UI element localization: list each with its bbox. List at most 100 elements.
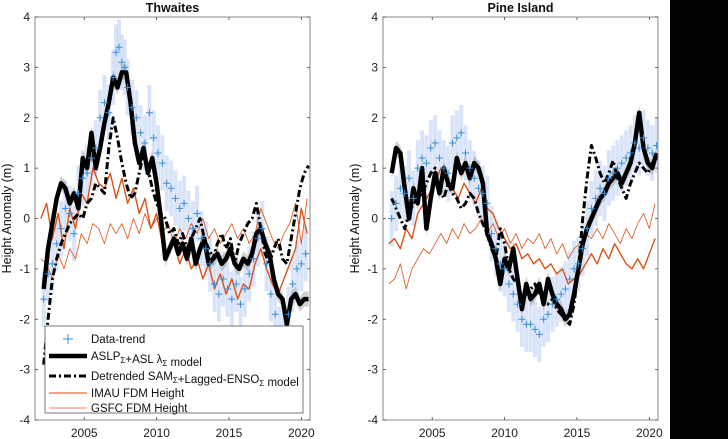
data-point: [583, 225, 591, 233]
data-point: [105, 109, 113, 117]
data-point: [475, 184, 483, 192]
plot-area: [40, 19, 310, 365]
data-point: [241, 285, 249, 293]
data-point: [74, 189, 82, 197]
data-point: [488, 230, 496, 238]
data-point: [202, 245, 210, 253]
legend-label: Detrended SAMΣ+Lagged-ENSOΣ model: [91, 371, 299, 389]
data-point: [596, 184, 604, 192]
data-point: [184, 215, 192, 222]
data-point: [79, 174, 87, 182]
data-point: [271, 310, 279, 318]
data-point: [210, 280, 218, 288]
x-tick-label: 2015: [564, 426, 591, 439]
series-line-detrended-sam-lagged-enso-model: [42, 116, 310, 365]
data-point: [96, 114, 104, 122]
legend-box: [44, 325, 304, 414]
data-point: [237, 300, 245, 308]
data-point: [422, 159, 430, 167]
data-point: [145, 109, 153, 117]
data-point: [193, 209, 201, 217]
data-point: [440, 164, 448, 172]
data-point: [462, 149, 469, 157]
y-tick-label: -2: [367, 312, 378, 326]
data-point: [479, 189, 487, 197]
data-point: [631, 139, 639, 147]
data-point: [618, 159, 626, 167]
data-point: [206, 260, 214, 268]
data-point: [100, 99, 108, 107]
data-point: [648, 149, 656, 157]
data-point: [587, 204, 595, 212]
data-point: [124, 84, 132, 92]
series-line-aslp-asl-model: [41, 70, 309, 327]
x-tick-label: 2020: [636, 426, 663, 439]
data-point: [83, 169, 91, 177]
data-point: [635, 144, 643, 152]
data-point: [427, 144, 435, 152]
data-point: [87, 154, 95, 162]
data-trend-markers: [388, 129, 658, 338]
data-point: [466, 164, 474, 172]
data-point: [548, 300, 556, 308]
y-tick-label: 3: [371, 60, 378, 74]
data-point: [544, 310, 552, 318]
data-point: [180, 199, 188, 207]
data-point: [224, 285, 231, 293]
y-tick-label: 0: [371, 212, 378, 226]
data-point: [228, 295, 236, 303]
data-point: [509, 290, 517, 298]
data-point: [496, 260, 504, 268]
data-point: [263, 260, 271, 268]
data-point: [531, 325, 539, 333]
data-point: [197, 235, 205, 243]
data-point: [644, 144, 652, 152]
data-point: [492, 245, 500, 253]
plot-area: [388, 105, 658, 363]
data-point: [396, 184, 404, 192]
data-point: [453, 134, 461, 142]
x-tick-label: 2010: [491, 426, 518, 439]
y-tick-label: -4: [367, 413, 378, 427]
subplot-title: Pine Island: [488, 1, 554, 15]
y-tick-label: 2: [371, 111, 378, 125]
data-point: [254, 235, 262, 243]
y-tick-label: 4: [371, 10, 378, 24]
data-point: [401, 189, 409, 197]
data-point: [592, 194, 600, 202]
data-point: [609, 169, 617, 177]
series-line-gsfc-fdm-height: [388, 203, 656, 290]
data-point: [540, 315, 548, 323]
data-point: [150, 134, 158, 142]
data-point: [267, 290, 275, 298]
data-point: [258, 225, 266, 233]
y-tick-label: 3: [23, 60, 30, 74]
data-point: [137, 129, 145, 137]
data-point: [297, 260, 305, 268]
data-point: [176, 204, 184, 212]
subplot-pine-island: -4 -3 -2 -1 0 1 2 3 4 2005 2010 2015 2020 Pine Island…: [348, 1, 663, 439]
data-point: [640, 134, 648, 142]
data-point: [414, 164, 422, 172]
data-point: [561, 285, 569, 293]
data-point: [167, 184, 175, 192]
data-point: [566, 275, 574, 283]
data-point: [293, 265, 301, 273]
data-point: [570, 265, 578, 273]
data-point: [388, 215, 396, 222]
y-tick-label: -4: [19, 413, 30, 427]
data-point: [392, 199, 400, 207]
data-point: [232, 280, 240, 288]
data-point: [109, 73, 117, 81]
data-point: [527, 320, 535, 328]
data-point: [250, 255, 258, 263]
legend-label: IMAU FDM Height: [91, 388, 185, 400]
data-uncertainty-bars: [389, 105, 658, 363]
data-point: [48, 260, 56, 268]
data-point: [61, 204, 69, 212]
data-point: [284, 310, 292, 318]
y-tick-label: 2: [23, 111, 30, 125]
legend-label: Data-trend: [91, 334, 145, 346]
data-point: [70, 230, 78, 238]
